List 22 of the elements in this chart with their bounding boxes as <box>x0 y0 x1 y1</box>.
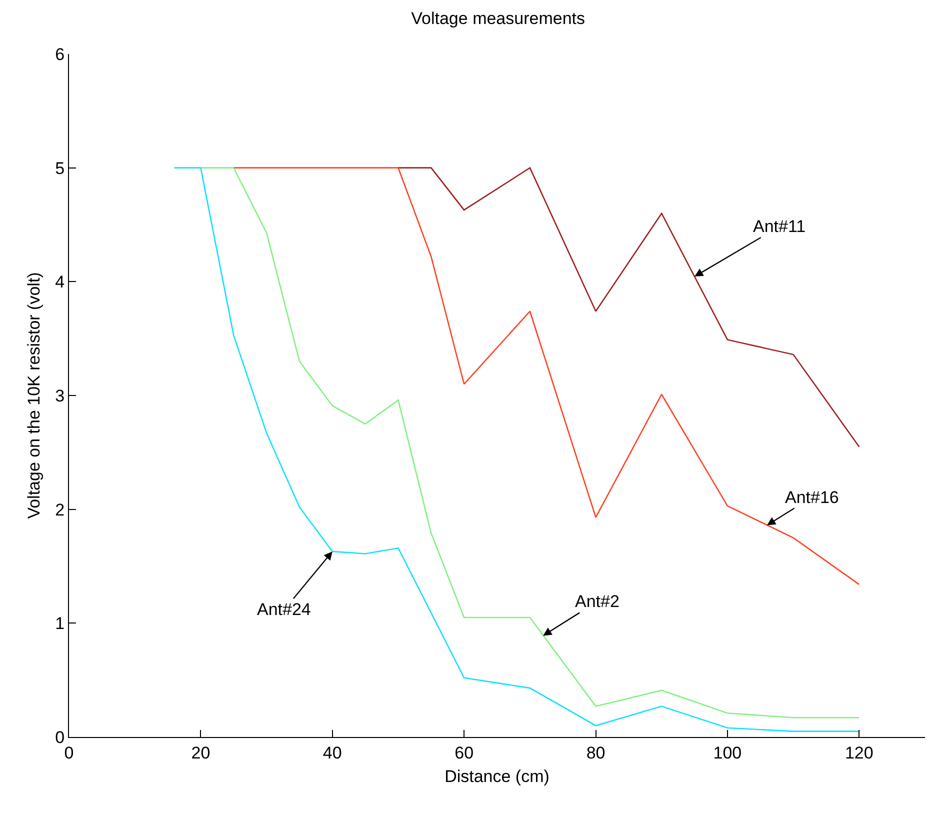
y-tick-label: 2 <box>55 500 65 520</box>
x-tick-label: 60 <box>454 743 474 762</box>
x-axis-title: Distance (cm) <box>444 766 550 786</box>
y-tick-label: 4 <box>55 272 65 292</box>
y-tick-label: 0 <box>55 728 65 747</box>
line-series <box>398 167 860 448</box>
line-series <box>232 167 860 586</box>
annotation: Ant#11 <box>753 217 806 236</box>
annotation: Ant#24 <box>257 600 311 619</box>
annotation: Ant#16 <box>785 488 839 507</box>
y-tick-label: 5 <box>55 158 65 178</box>
y-tick-label: 1 <box>55 614 65 634</box>
x-tick-label: 120 <box>844 743 874 762</box>
chart-title: Voltage measurements <box>411 9 586 28</box>
x-tick-label: 40 <box>322 743 342 762</box>
y-axis-title: Voltage on the 10K resistor (volt) <box>24 272 44 519</box>
x-tick-label: 80 <box>586 743 606 762</box>
x-tick-label: 20 <box>191 743 210 762</box>
annotation: Ant#2 <box>575 592 620 611</box>
y-tick-label: 6 <box>55 44 65 64</box>
x-tick-label: 100 <box>713 743 742 762</box>
y-tick-label: 3 <box>55 386 65 406</box>
